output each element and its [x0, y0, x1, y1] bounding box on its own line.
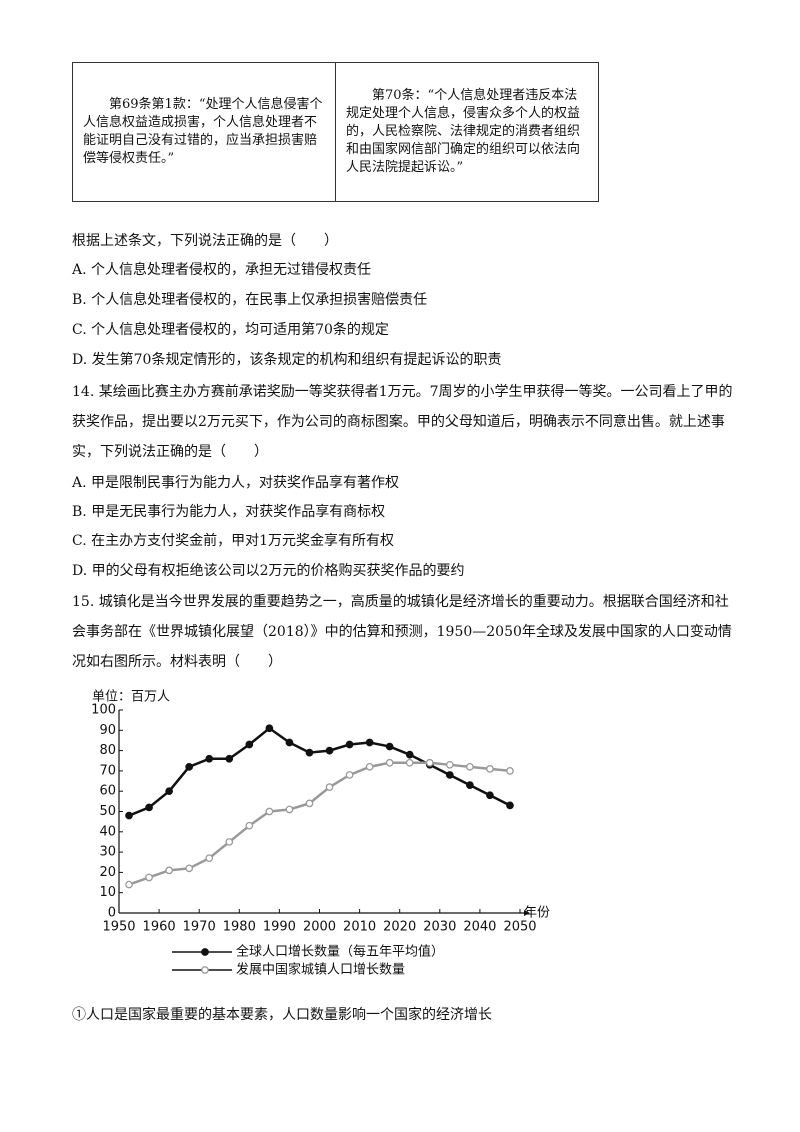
- option: B. 甲是无民事行为能力人，对获奖作品享有商标权: [72, 504, 386, 520]
- y-tick-label: 0: [108, 906, 116, 921]
- x-tick-label: 2010: [343, 920, 376, 935]
- x-tick-label: 1990: [263, 920, 296, 935]
- y-tick-label: 10: [99, 885, 116, 900]
- y-tick-label: 40: [99, 824, 116, 839]
- marker: [185, 864, 194, 873]
- legend-marker: [201, 948, 209, 956]
- marker: [205, 754, 214, 763]
- question-stem: 根据上述条文，下列说法正确的是（ ）: [72, 233, 338, 249]
- marker: [265, 807, 274, 816]
- x-tick-label: 1950: [102, 920, 135, 935]
- marker: [145, 873, 153, 882]
- marker: [345, 740, 354, 749]
- x-tick-label: 2020: [383, 920, 416, 935]
- y-tick-label: 80: [99, 743, 116, 758]
- question-stem: 15. 城镇化是当今世界发展的重要趋势之一，高质量的城镇化是经济增长的重要动力。…: [72, 594, 732, 670]
- y-axis-label: 单位：百万人: [92, 690, 170, 705]
- marker: [385, 758, 394, 767]
- marker: [385, 742, 394, 751]
- table-cell: 第70条：“个人信息处理者违反本法规定处理个人信息，侵害众多个人的权益的，人民检…: [335, 62, 599, 202]
- marker: [165, 866, 173, 875]
- series-line: [128, 726, 511, 817]
- marker: [305, 748, 314, 757]
- y-tick-label: 100: [91, 703, 116, 718]
- option: A. 甲是限制民事行为能力人，对获奖作品享有著作权: [72, 475, 400, 491]
- x-tick-label: 2030: [423, 920, 456, 935]
- x-axis-arrow: [524, 910, 530, 916]
- marker: [486, 791, 494, 800]
- x-tick-label: 1960: [143, 920, 176, 935]
- marker: [185, 762, 194, 771]
- marker: [325, 746, 334, 755]
- y-tick-label: 70: [99, 763, 116, 778]
- marker: [305, 799, 314, 808]
- option: A. 个人信息处理者侵权的，承担无过错侵权责任: [72, 262, 372, 278]
- marker: [405, 758, 414, 767]
- marker: [245, 821, 254, 830]
- marker: [245, 740, 254, 749]
- marker: [365, 738, 374, 747]
- marker: [345, 771, 354, 779]
- x-tick-label: 2040: [463, 920, 496, 935]
- marker: [506, 801, 514, 810]
- marker: [205, 854, 214, 863]
- table-cell: 第69条第1款：“处理个人信息侵害个人信息权益造成损害，个人信息处理者不能证明自…: [72, 62, 336, 202]
- marker: [466, 781, 474, 789]
- x-tick-label: 2000: [303, 920, 336, 935]
- marker: [466, 762, 474, 771]
- marker: [425, 758, 434, 767]
- marker: [125, 811, 133, 820]
- marker: [285, 805, 294, 814]
- x-tick-label: 2050: [503, 920, 536, 935]
- option: B. 个人信息处理者侵权的，在民事上仅承担损害赔偿责任: [72, 292, 428, 308]
- marker: [405, 750, 414, 759]
- marker: [486, 765, 494, 773]
- x-axis-label: 年份: [524, 906, 550, 921]
- option: D. 发生第70条规定情形的，该条规定的机构和组织有提起诉讼的职责: [72, 352, 502, 368]
- marker: [165, 787, 173, 796]
- option: D. 甲的父母有权拒绝该公司以2万元的价格购买获奖作品的要约: [72, 563, 465, 579]
- x-tick-label: 1970: [183, 920, 216, 935]
- marker: [445, 771, 454, 779]
- option: C. 个人信息处理者侵权的，均可适用第70条的规定: [72, 322, 389, 338]
- option: C. 在主办方支付奖金前，甲对1万元奖金享有所有权: [72, 533, 395, 549]
- x-tick-label: 1980: [223, 920, 256, 935]
- marker: [125, 880, 133, 889]
- y-tick-label: 30: [99, 845, 116, 860]
- y-tick-label: 90: [99, 723, 116, 738]
- marker: [445, 760, 454, 769]
- law-table: 第69条第1款：“处理个人信息侵害个人信息权益造成损害，个人信息处理者不能证明自…: [72, 62, 599, 202]
- legend-label: 全球人口增长数量（每五年平均值）: [236, 944, 444, 960]
- marker: [265, 724, 274, 733]
- y-tick-label: 20: [99, 865, 116, 880]
- marker: [285, 738, 294, 747]
- legend-marker: [201, 966, 209, 974]
- marker: [225, 754, 234, 763]
- marker: [325, 783, 334, 791]
- question-stem: 14. 某绘画比赛主办方赛前承诺奖励一等奖获得者1万元。7周岁的小学生甲获得一等…: [72, 384, 733, 460]
- marker: [225, 838, 234, 846]
- marker: [506, 767, 514, 775]
- y-tick-label: 50: [99, 804, 116, 819]
- option: ①人口是国家最重要的基本要素，人口数量影响一个国家的经济增长: [72, 1007, 492, 1023]
- marker: [145, 803, 153, 812]
- legend-label: 发展中国家城镇人口增长数量: [236, 962, 405, 978]
- marker: [365, 762, 374, 771]
- y-tick-label: 60: [99, 784, 116, 799]
